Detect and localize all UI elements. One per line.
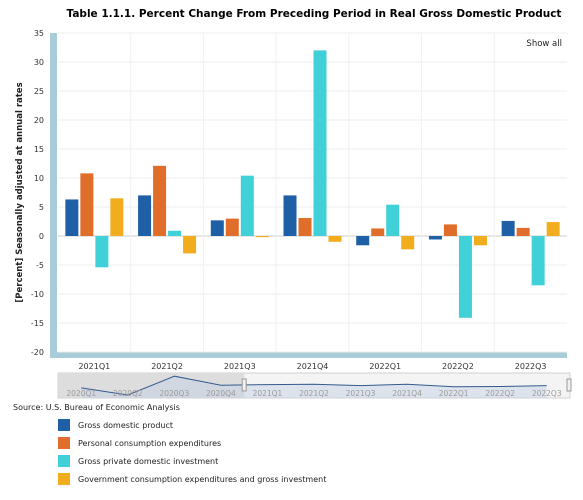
y-axis-band — [50, 33, 57, 358]
bar — [313, 50, 327, 237]
y-axis-label: [Percent] Seasonally adjusted at annual … — [15, 82, 25, 302]
y-tick-label: 35 — [34, 29, 44, 38]
navigator-handle-right[interactable] — [566, 378, 572, 392]
x-tick-label: 2021Q2 — [151, 362, 183, 371]
navigator-label: 2022Q3 — [532, 389, 562, 398]
x-tick-label: 2021Q1 — [78, 362, 110, 371]
bar — [501, 220, 515, 236]
legend-item-pce[interactable]: Personal consumption expenditures — [58, 434, 326, 452]
legend-label: Government consumption expenditures and … — [78, 474, 327, 484]
bar — [428, 236, 442, 240]
y-tick-label: -5 — [36, 261, 44, 270]
y-tick-label: 5 — [39, 203, 44, 212]
legend: Gross domestic product Personal consumpt… — [58, 416, 326, 488]
bar — [153, 165, 167, 236]
legend-swatch — [58, 473, 70, 485]
navigator-series-line — [81, 375, 547, 396]
bar — [138, 195, 152, 236]
x-axis-band — [50, 352, 567, 358]
bar — [546, 222, 560, 236]
y-tick-label: 15 — [34, 145, 44, 154]
navigator-label: 2022Q1 — [439, 389, 469, 398]
navigator-label: 2021Q1 — [253, 389, 283, 398]
legend-swatch — [58, 437, 70, 449]
bar — [80, 173, 94, 236]
bar — [531, 236, 545, 286]
legend-item-gdp[interactable]: Gross domestic product — [58, 416, 326, 434]
bar — [328, 236, 342, 242]
bar — [95, 236, 109, 268]
bar — [110, 198, 124, 236]
y-tick-label: 0 — [39, 232, 44, 241]
bar — [283, 195, 297, 236]
navigator-label: 2021Q4 — [392, 389, 422, 398]
bar — [386, 204, 400, 236]
y-tick-label: 25 — [34, 87, 44, 96]
navigator-label: 2021Q2 — [299, 389, 329, 398]
legend-item-investment[interactable]: Gross private domestic investment — [58, 452, 326, 470]
bar — [298, 218, 312, 236]
x-tick-label: 2022Q3 — [515, 362, 547, 371]
navigator-label: 2020Q4 — [206, 389, 236, 398]
bar — [371, 228, 385, 236]
y-tick-label: -15 — [31, 319, 44, 328]
legend-item-government[interactable]: Government consumption expenditures and … — [58, 470, 326, 488]
bar — [473, 236, 487, 246]
navigator-handle-left[interactable] — [241, 378, 247, 392]
bar — [168, 230, 182, 236]
bar — [183, 236, 197, 254]
bar — [240, 175, 254, 236]
bar — [210, 220, 224, 236]
bar — [401, 236, 415, 250]
legend-swatch — [58, 419, 70, 431]
navigator-label: 2021Q3 — [346, 389, 376, 398]
x-tick-label: 2022Q1 — [369, 362, 401, 371]
y-tick-label: 10 — [34, 174, 44, 183]
legend-swatch — [58, 455, 70, 467]
y-tick-label: 30 — [34, 58, 44, 67]
bar — [458, 236, 472, 318]
bar — [65, 199, 79, 236]
legend-label: Gross domestic product — [78, 420, 174, 430]
bar — [255, 236, 269, 238]
x-tick-label: 2021Q4 — [297, 362, 329, 371]
y-tick-label: -10 — [31, 290, 44, 299]
bar — [356, 236, 370, 246]
x-tick-label: 2022Q2 — [442, 362, 474, 371]
navigator-label: 2020Q3 — [159, 389, 189, 398]
navigator-label: 2020Q1 — [66, 389, 96, 398]
legend-label: Personal consumption expenditures — [78, 438, 222, 448]
y-tick-label: 20 — [34, 116, 44, 125]
bar — [225, 218, 239, 236]
bar — [443, 224, 457, 236]
chart-title: Table 1.1.1. Percent Change From Precedi… — [67, 8, 562, 20]
y-tick-label: -20 — [31, 348, 44, 357]
source-note: Source: U.S. Bureau of Economic Analysis — [13, 403, 180, 412]
show-all-button[interactable]: Show all — [526, 39, 562, 49]
navigator-label: 2022Q2 — [485, 389, 515, 398]
x-tick-label: 2021Q3 — [224, 362, 256, 371]
navigator-area — [81, 376, 547, 398]
legend-label: Gross private domestic investment — [78, 456, 219, 466]
bar — [516, 227, 530, 236]
navigator-label: 2020Q2 — [113, 389, 143, 398]
